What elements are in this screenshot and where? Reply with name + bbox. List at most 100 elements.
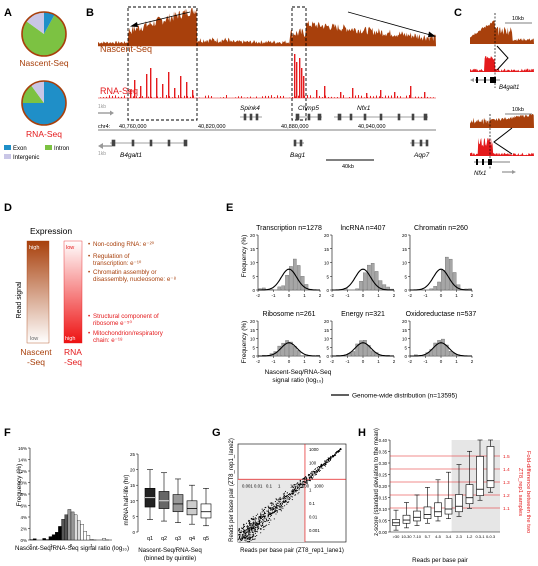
g-point [299, 488, 301, 490]
c-bracket-1 [496, 45, 509, 71]
rna-peak-24 [410, 86, 412, 98]
g-point [323, 464, 326, 467]
f-bar-12 [67, 509, 72, 541]
e-title-0: Transcription n=1278 [256, 225, 322, 232]
g-point [286, 498, 288, 500]
g-point [269, 517, 271, 520]
g-point [267, 513, 269, 515]
rna-noise [406, 95, 407, 98]
f-box-1 [158, 491, 170, 509]
legend-intron-label: Intron [54, 146, 69, 152]
h-box-7 [465, 484, 474, 505]
rna-noise [265, 95, 266, 98]
g-point [240, 530, 242, 532]
f-ytick-label: 6% [20, 504, 27, 509]
g-point [283, 499, 285, 501]
g-point [248, 533, 250, 535]
h-fold-label-4: 1.1 [503, 506, 510, 512]
d-brown-item-2b: transcription: e⁻¹⁰ [93, 260, 142, 267]
g-point [249, 536, 251, 538]
g-point [273, 505, 275, 507]
rna-noise [139, 96, 140, 98]
g-point [330, 455, 332, 457]
e-bar-2-8 [441, 270, 445, 291]
c-rna-track-1 [470, 56, 534, 72]
g-point [254, 531, 256, 533]
e-xtick-label-1: -1 [345, 293, 349, 298]
rna-noise [298, 95, 299, 98]
g-point [264, 516, 266, 518]
g-point [239, 531, 241, 534]
g-point [240, 536, 242, 538]
f-bar-4 [42, 538, 46, 541]
panel-c: 10kb B4galt1 10kb Nfx1 [470, 13, 534, 177]
strand-arrow-bottom [98, 143, 103, 149]
g-point [253, 535, 255, 537]
d-brown-item-2a: Regulation of [93, 253, 130, 260]
g-point [282, 506, 284, 508]
d-red-bullet-1: • [88, 313, 90, 320]
g-point [252, 537, 254, 539]
g-point [291, 496, 293, 498]
f-bar-23 [102, 538, 106, 541]
g-point [254, 532, 256, 534]
d-red-list: • Structural component of ribosome e⁻⁵⁰ … [88, 313, 164, 344]
e-bar-5-6 [433, 342, 437, 357]
g-point [304, 478, 306, 480]
g-point [329, 459, 331, 461]
g-point [262, 510, 265, 512]
g-point [270, 514, 273, 517]
g-point [295, 486, 297, 488]
h-right-label-2: ZT8_rep1 samples [517, 468, 523, 516]
f-bar-14 [73, 514, 78, 541]
g-point [253, 521, 255, 523]
rna-peak-2 [140, 86, 142, 98]
h-ytick-label: 0.20 [379, 484, 388, 489]
g-point [312, 473, 314, 475]
f-box-cat-2: q3 [175, 536, 181, 542]
rna-noise [397, 95, 398, 98]
gene-b4galt1: B4galt1 [120, 152, 142, 159]
g-point [301, 485, 303, 487]
g-point [249, 524, 251, 527]
f-bar-18 [86, 535, 91, 541]
g-point [254, 538, 256, 540]
g-point [267, 509, 270, 511]
g-point [324, 462, 326, 464]
g-point [271, 508, 273, 511]
g-point [276, 510, 279, 512]
e-xtick-label-2: 0 [440, 293, 443, 298]
c-rna-signal-1 [470, 56, 534, 72]
c-scale-bottom: 10kb [512, 107, 524, 113]
g-point [264, 525, 266, 527]
f-box-3 [186, 500, 198, 516]
rna-noise [430, 97, 431, 98]
h-xtick-label-0: >30 [393, 534, 401, 539]
g-point [241, 539, 243, 541]
h-ylabel: z-score (standard deviation to the mean) [374, 428, 380, 536]
d-col1-line2: -Seq [27, 357, 45, 367]
e-curve-4 [332, 342, 394, 357]
rna-noise [364, 97, 365, 98]
pie-nascent [21, 11, 67, 57]
g-point [302, 480, 304, 482]
g-point [334, 453, 336, 455]
g-point [293, 491, 295, 493]
g-point [253, 522, 255, 524]
g-point [242, 534, 244, 536]
e-ytick-label-4: 10 [324, 337, 330, 342]
g-point [320, 466, 322, 468]
g-point [240, 534, 242, 536]
e-xtick-label-3: -1 [271, 359, 275, 364]
g-point [282, 498, 284, 500]
g-point [288, 498, 291, 501]
e-bar-0-5 [277, 286, 282, 291]
f-box-ytick-label: 5 [132, 514, 135, 519]
g-point [243, 523, 245, 525]
g-point [289, 493, 292, 496]
h-ytick-label: 0.05 [379, 519, 388, 524]
e-bar-1-11 [374, 271, 379, 291]
g-point [268, 521, 270, 524]
strand-arrow-top-head [110, 110, 114, 116]
e-title-4: Energy n=321 [341, 311, 385, 318]
